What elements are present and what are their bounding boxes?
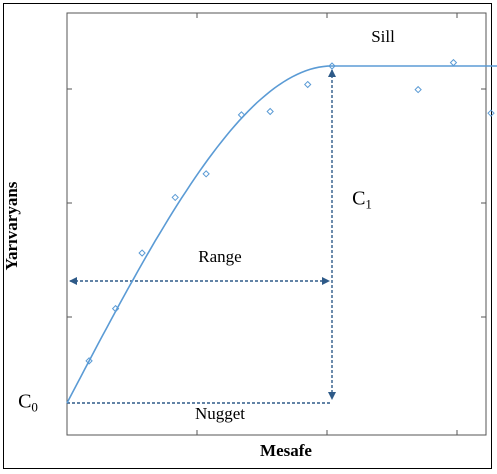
data-point	[202, 170, 210, 178]
data-point	[449, 58, 458, 67]
data-point	[487, 109, 495, 117]
c0-label: C0	[18, 391, 38, 416]
c1-letter: C	[352, 187, 366, 210]
data-point	[85, 357, 93, 365]
x-axis-label: Mesafe	[260, 441, 312, 460]
data-point	[266, 107, 274, 116]
data-point	[304, 80, 312, 89]
c0-subscript: 0	[31, 399, 38, 415]
model-curve	[66, 65, 497, 404]
data-point	[237, 111, 246, 119]
data-point	[171, 193, 179, 202]
sill-label: Sill	[371, 27, 395, 46]
axis-ticks	[66, 13, 486, 435]
data-point	[328, 62, 336, 70]
range-label: Range	[198, 247, 242, 266]
figure-frame	[3, 3, 492, 469]
plot-area	[66, 12, 487, 436]
c1-label: C1	[352, 188, 372, 213]
annotation-guides	[67, 69, 336, 404]
y-axis-label: Yarıvaryans	[2, 181, 21, 271]
c0-letter: C	[18, 390, 32, 413]
c1-subscript: 1	[365, 196, 372, 212]
data-points	[85, 58, 495, 365]
nugget-label: Nugget	[194, 404, 246, 423]
data-point	[138, 249, 146, 257]
data-point	[111, 304, 120, 313]
data-point	[414, 85, 422, 94]
